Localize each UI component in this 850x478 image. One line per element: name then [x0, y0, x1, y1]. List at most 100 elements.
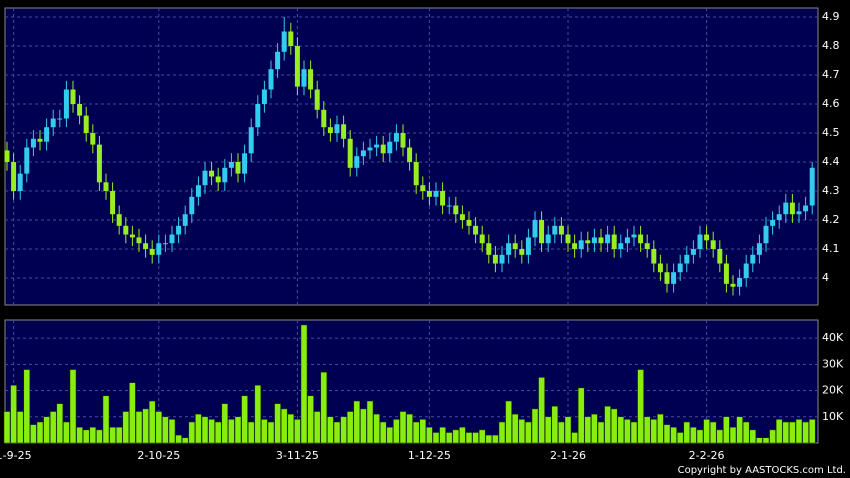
candle-body	[697, 234, 703, 250]
candle-body	[539, 220, 545, 244]
candle-body	[479, 234, 485, 244]
volume-bar	[300, 324, 308, 444]
candle-body	[222, 167, 228, 183]
candle-body	[789, 202, 795, 215]
candle-body	[809, 167, 815, 206]
candle-body	[228, 162, 234, 168]
candle-body	[63, 89, 69, 119]
volume-bar	[373, 413, 380, 444]
x-tick-label: 2-2-26	[689, 449, 725, 462]
y-tick-label: 4.7	[822, 68, 840, 81]
volume-bar	[670, 427, 677, 444]
candle-body	[433, 191, 439, 197]
candle-body	[770, 220, 776, 226]
candle-body	[189, 196, 195, 215]
volume-bar	[142, 408, 149, 444]
candle-body	[308, 69, 314, 90]
candle-body	[288, 31, 294, 46]
candle-body	[37, 138, 43, 142]
volume-bar	[148, 400, 156, 444]
candle-body	[704, 234, 710, 241]
y-tick-label: 4.3	[822, 184, 840, 197]
candle-body	[420, 185, 426, 192]
candle-body	[169, 234, 175, 244]
candle-body	[30, 138, 36, 148]
volume-bar	[346, 411, 354, 444]
candle-body	[723, 263, 729, 284]
candle-body	[209, 170, 215, 177]
volume-bar	[10, 385, 17, 444]
candle-body	[512, 243, 518, 250]
volume-bar	[214, 421, 222, 444]
candle-body	[624, 237, 630, 244]
volume-bar	[287, 413, 295, 444]
volume-bar	[551, 406, 559, 444]
volume-bar	[82, 429, 90, 444]
candle-body	[360, 150, 366, 157]
candle-body	[255, 104, 261, 128]
candle-body	[314, 89, 320, 110]
y-tick-label: 4.8	[822, 39, 840, 52]
candle-body	[486, 243, 492, 255]
volume-bar	[129, 382, 136, 444]
volume-bar	[769, 429, 776, 444]
volume-bar	[175, 434, 182, 444]
volume-bar	[247, 421, 255, 444]
volume-bar	[162, 416, 169, 444]
candle-body	[591, 237, 597, 244]
candle-body	[618, 243, 624, 250]
volume-bar	[102, 395, 110, 444]
volume-bar	[538, 377, 545, 444]
candle-body	[783, 202, 789, 215]
candle-body	[756, 243, 762, 255]
volume-bar	[643, 416, 651, 444]
candle-body	[96, 144, 102, 183]
volume-bar	[280, 408, 288, 444]
candle-body	[664, 272, 670, 284]
candle-body	[400, 133, 406, 148]
volume-bar	[564, 416, 572, 444]
candle-body	[294, 45, 300, 87]
volume-bar	[333, 421, 341, 444]
volume-bar	[261, 419, 268, 444]
volume-bar	[624, 419, 631, 444]
volume-bar	[406, 413, 413, 444]
candle-body	[644, 243, 650, 250]
candle-body	[341, 124, 347, 139]
candle-body	[750, 254, 756, 264]
candle-body	[690, 249, 696, 255]
volume-bar	[313, 411, 321, 444]
volume-bar	[485, 434, 493, 444]
candle-body	[671, 272, 677, 284]
candle-body	[83, 115, 89, 134]
volume-bar	[221, 403, 229, 444]
candle-body	[763, 225, 769, 244]
volume-bar	[195, 413, 202, 444]
volume-bar	[49, 411, 57, 444]
volume-bar	[577, 387, 585, 444]
y-tick-label: 30K	[822, 357, 844, 370]
volume-bar	[676, 432, 684, 444]
y-tick-label: 4.6	[822, 97, 840, 110]
candle-body	[393, 133, 399, 142]
volume-bar	[307, 395, 314, 444]
volume-bar	[43, 416, 50, 444]
candle-body	[631, 234, 637, 238]
volume-bar	[472, 432, 479, 444]
candle-body	[268, 69, 274, 90]
volume-bar	[109, 427, 116, 444]
candle-body	[499, 254, 505, 264]
volume-bar	[690, 427, 697, 444]
volume-bar	[498, 421, 506, 444]
volume-bar	[709, 421, 717, 444]
candle-body	[407, 147, 413, 163]
volume-bar	[597, 421, 605, 444]
volume-bar	[181, 437, 189, 444]
volume-bar	[663, 424, 671, 444]
y-tick-label: 20K	[822, 384, 844, 397]
candle-body	[248, 127, 254, 154]
candle-body	[17, 173, 23, 192]
candle-body	[730, 283, 736, 287]
volume-bar	[340, 416, 347, 444]
volume-bar	[379, 421, 387, 444]
